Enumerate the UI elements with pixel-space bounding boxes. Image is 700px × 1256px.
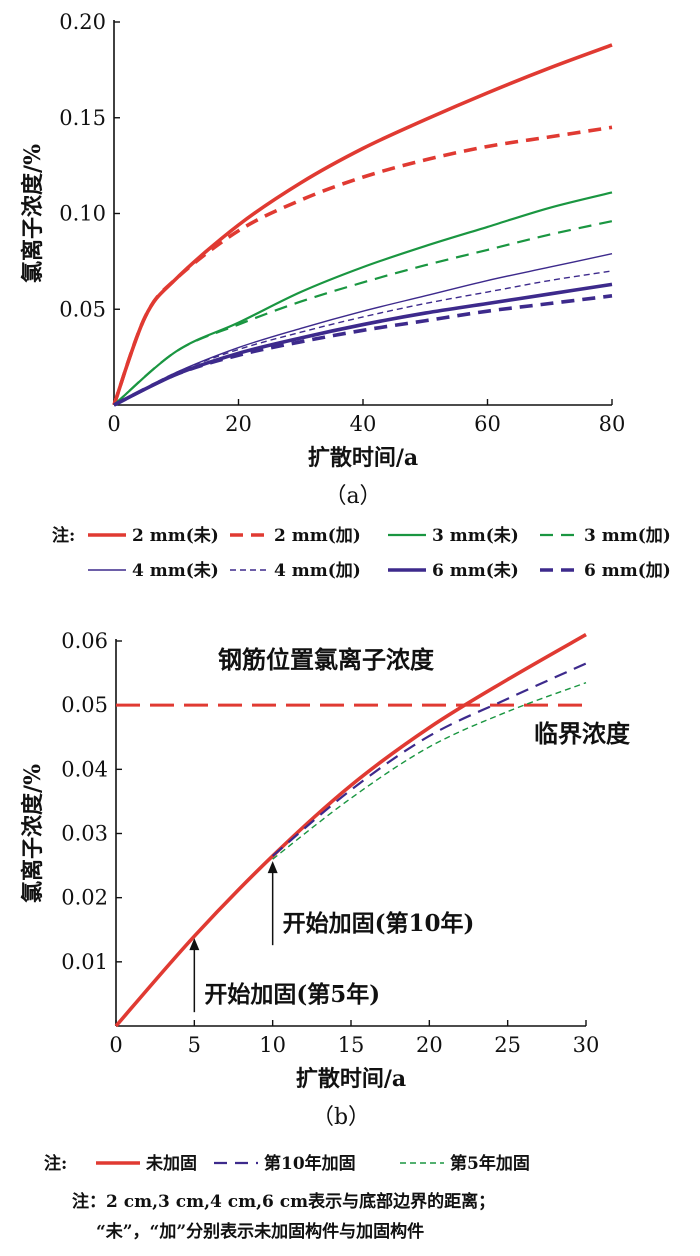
panel-0-legend-prefix: 注: [52,525,75,546]
panel-1-annotation-label: 开始加固(第5年) [204,981,380,1008]
panel-0-series-line-7 [113,294,613,407]
panel-1-legend-prefix: 注: [44,1153,67,1174]
panel-1-legend-label-0: 未加固 [145,1153,197,1174]
panel-1-y-tick-label: 0.03 [61,822,108,846]
panel-0-series-line-3 [113,220,613,406]
footnote-line-1: 注：2 cm,3 cm,4 cm,6 cm表示与底部边界的距离； [72,1192,496,1212]
panel-1-series-line-2 [272,682,587,860]
panel-0-legend-label-7: 6 mm(加) [584,561,671,581]
panel-1-x-tick-label: 20 [416,1033,443,1057]
panel-0-y-tick-label: 0.20 [59,10,106,34]
panel-0-series-line-4 [113,253,613,406]
panel-1-y-axis-label: 氯离子浓度/% [20,764,46,903]
panel-1-y-tick-label: 0.05 [61,693,108,717]
panel-0-x-tick-label: 20 [225,412,252,436]
panel-1-y-tick-label: 0.04 [61,757,108,781]
panel-0-series-line-5 [113,270,613,406]
panel-0-series-line-2 [113,191,613,406]
panel-1-series-line-0 [114,633,587,1028]
panel-0-legend-label-2: 3 mm(未) [432,525,519,546]
panel-0-series-line-6 [113,282,613,407]
panel-1-legend-label-1: 第10年加固 [264,1153,356,1174]
panel-0-series-line-1 [112,125,613,406]
footnote-line-2: “未”，“加”分别表示未加固构件与加固构件 [96,1222,425,1242]
panel-0-x-tick-label: 40 [350,412,377,436]
panel-0-x-axis-label: 扩散时间/a [308,445,418,471]
panel-1-y-tick-label: 0.06 [61,629,108,653]
panel-1-x-tick-label: 15 [338,1033,365,1057]
panel-0-x-tick-label: 80 [599,412,626,436]
panel-0-y-tick-label: 0.15 [59,106,106,130]
panel-1-panel-label: （b） [312,1105,370,1130]
panel-0-y-axis-label: 氯离子浓度/% [20,144,46,283]
panel-0-legend-label-0: 2 mm(未) [132,525,219,546]
panel-0-legend-label-1: 2 mm(加) [274,526,361,546]
panel-1-x-axis-label: 扩散时间/a [296,1066,406,1092]
panel-1-annotation-label: 开始加固(第10年) [283,910,475,937]
panel-0-legend-label-4: 4 mm(未) [132,560,219,581]
panel-1-x-tick-label: 0 [109,1033,122,1057]
panel-1-x-tick-label: 5 [188,1033,201,1057]
panel-1-chart-title: 钢筋位置氯离子浓度 [218,645,435,674]
panel-1-annotation-arrow-head [267,861,278,874]
panel-1-series-line-1 [271,662,587,857]
panel-1-x-tick-label: 25 [494,1033,521,1057]
panel-0-y-tick-label: 0.10 [59,202,106,226]
panel-1-legend-label-2: 第5年加固 [450,1153,530,1174]
panel-1-threshold-label: 临界浓度 [534,719,631,748]
panel-0-x-tick-label: 60 [474,412,501,436]
panel-0-series-line-0 [112,43,613,406]
panel-1-y-tick-label: 0.02 [61,886,108,910]
panel-1-x-tick-label: 30 [573,1033,600,1057]
panel-0-legend-label-6: 6 mm(未) [432,560,519,581]
panel-1-x-tick-label: 10 [259,1033,286,1057]
panel-0-legend-label-3: 3 mm(加) [584,526,671,546]
panel-0-panel-label: （a） [324,484,381,509]
panel-0-x-tick-label: 0 [107,412,120,436]
panel-1-annotation-arrow-head [189,938,200,951]
panel-0-y-tick-label: 0.05 [59,297,106,321]
panel-0-legend-label-5: 4 mm(加) [274,561,361,581]
panel-1-y-tick-label: 0.01 [61,950,108,974]
